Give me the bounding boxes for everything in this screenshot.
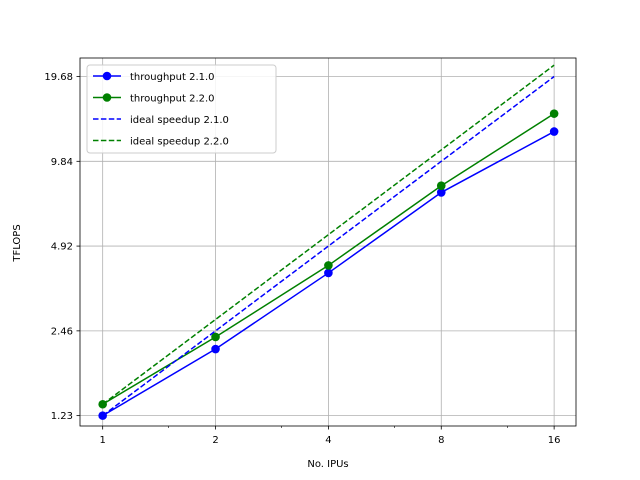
legend-label-2: throughput 2.2.0 — [130, 94, 215, 105]
x-tick-label: 2 — [212, 435, 218, 446]
series-1-point — [549, 127, 559, 136]
y-tick-label: 1.23 — [51, 411, 73, 422]
legend-label-1: throughput 2.1.0 — [130, 72, 215, 83]
series-line-4 — [102, 64, 555, 405]
y-tick-label: 9.84 — [51, 157, 73, 168]
x-tick-label: 8 — [438, 435, 444, 446]
series-1-point — [211, 344, 220, 354]
y-tick-label: 19.68 — [44, 72, 73, 83]
series-1-point — [436, 188, 446, 197]
series-2-point — [324, 261, 333, 270]
axes-frame — [79, 57, 577, 427]
legend-box — [86, 64, 277, 154]
plot-frame — [79, 57, 577, 427]
legend-marker-2 — [102, 93, 112, 102]
legend-marker-1 — [102, 71, 112, 81]
x-tick-label: 4 — [325, 435, 331, 446]
x-axis-label: No. IPUs — [307, 459, 348, 470]
series-1-point — [324, 268, 333, 278]
legend-label-3: ideal speedup 2.1.0 — [130, 115, 229, 126]
series-2-point — [211, 332, 220, 342]
y-axis-label: TFLOPS — [12, 224, 23, 262]
legend-label-4: ideal speedup 2.2.0 — [130, 137, 229, 148]
grid — [80, 58, 576, 426]
series-line-3 — [102, 75, 555, 417]
x-tick-label: 16 — [548, 435, 561, 446]
y-tick-label: 4.92 — [51, 242, 73, 253]
x-tick-label: 1 — [99, 435, 105, 446]
axis-ticks: 1 2 4 8 16 1.23 2.46 4.92 9.84 19.68 — [44, 72, 560, 446]
series-2-point — [436, 181, 446, 191]
series-2-point — [549, 109, 559, 118]
y-tick-label: 2.46 — [51, 326, 73, 337]
legend: throughput 2.1.0 throughput 2.2.0 ideal sp… — [86, 64, 277, 154]
plot-series — [98, 64, 559, 420]
